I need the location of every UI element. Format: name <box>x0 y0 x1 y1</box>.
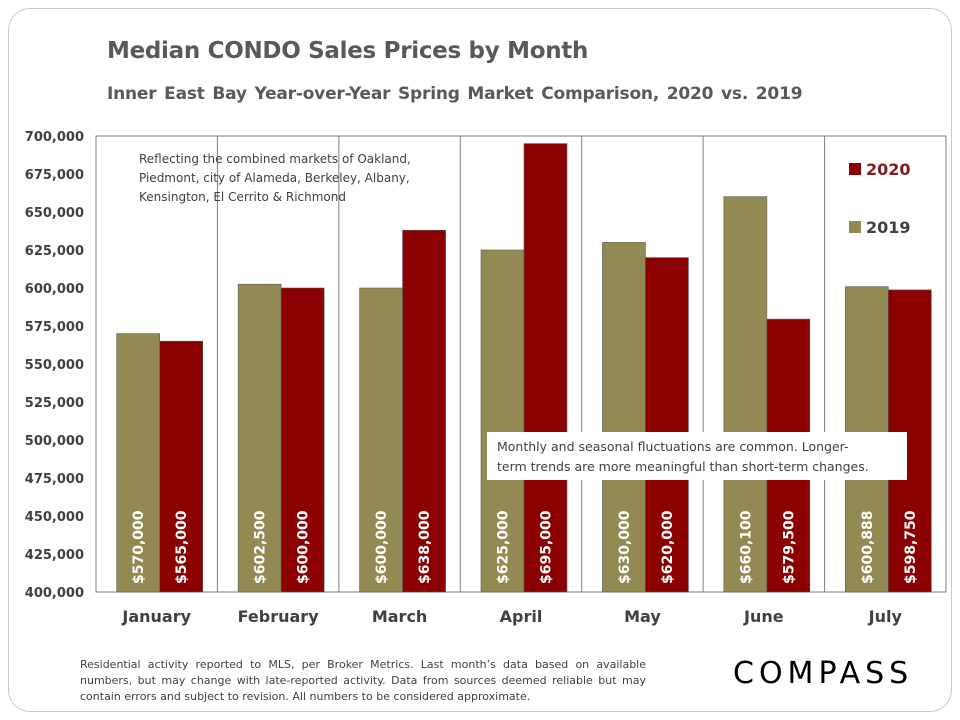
bar-2020-april <box>523 143 568 593</box>
bar-data-label: $565,000 <box>174 510 190 584</box>
x-tick-label: February <box>238 607 320 626</box>
annotation-markets-line: Kensington, El Cerrito & Richmond <box>139 190 346 204</box>
bar-2019-march <box>359 287 403 593</box>
annotation-fluctuations-line: term trends are more meaningful than sho… <box>497 459 869 474</box>
bar-2019-june <box>723 196 768 593</box>
bar-2020-march <box>402 229 446 593</box>
bar-data-label: $630,000 <box>617 510 633 584</box>
legend-label-2020: 2020 <box>866 160 911 179</box>
y-tick-label: 525,000 <box>25 396 84 411</box>
bar-data-label: $600,888 <box>860 510 876 584</box>
x-tick-label: March <box>372 607 427 626</box>
bar-2020-january <box>159 340 204 593</box>
bar-data-label: $579,500 <box>781 510 797 584</box>
bar-2019-may <box>602 242 646 593</box>
bar-data-label: $570,000 <box>131 510 147 584</box>
y-tick-label: 500,000 <box>25 434 84 449</box>
bar-data-label: $625,000 <box>496 510 512 584</box>
y-tick-label: 575,000 <box>25 320 84 335</box>
bar-2020-may <box>645 257 689 593</box>
bar-data-label: $598,750 <box>903 510 919 584</box>
bar-data-label: $602,500 <box>253 510 269 584</box>
bar-data-label: $695,000 <box>539 510 555 584</box>
bar-2019-january <box>116 333 161 593</box>
legend-swatch-2019 <box>849 221 861 233</box>
y-tick-label: 400,000 <box>25 586 84 601</box>
bar-data-label: $600,000 <box>296 510 312 584</box>
y-tick-label: 450,000 <box>25 510 84 525</box>
legend-label-2019: 2019 <box>866 218 911 237</box>
footnote: Residential activity reported to MLS, pe… <box>80 658 646 703</box>
x-tick-label: July <box>868 607 903 626</box>
bar-data-label: $660,100 <box>738 510 754 584</box>
bar-2019-february <box>237 283 282 593</box>
bar-data-label: $620,000 <box>660 510 676 584</box>
annotation-markets-line: Reflecting the combined markets of Oakla… <box>139 152 411 166</box>
chart-title: Median CONDO Sales Prices by Month <box>107 38 589 64</box>
legend-swatch-2020 <box>849 163 861 175</box>
annotation-markets-line: Piedmont, city of Alameda, Berkeley, Alb… <box>139 171 410 185</box>
y-tick-label: 475,000 <box>25 472 84 487</box>
chart-subtitle: Inner East Bay Year-over-Year Spring Mar… <box>107 84 803 104</box>
x-tick-label: January <box>121 607 191 626</box>
x-tick-label: April <box>500 607 543 626</box>
y-tick-label: 625,000 <box>25 244 84 259</box>
y-tick-label: 600,000 <box>25 282 84 297</box>
x-tick-label: May <box>624 607 661 626</box>
annotation-box <box>487 432 907 480</box>
compass-logo: COMPASS <box>733 656 914 691</box>
y-tick-label: 425,000 <box>25 548 84 563</box>
annotation-fluctuations-line: Monthly and seasonal fluctuations are co… <box>497 439 849 454</box>
y-tick-label: 675,000 <box>25 168 84 183</box>
y-tick-label: 700,000 <box>25 130 84 145</box>
x-tick-label: June <box>743 607 784 626</box>
y-tick-label: 550,000 <box>25 358 84 373</box>
bar-2019-april <box>480 249 525 593</box>
bar-data-label: $600,000 <box>374 510 390 584</box>
bar-2020-february <box>280 287 325 593</box>
bar-data-label: $638,000 <box>417 510 433 584</box>
y-tick-label: 650,000 <box>25 206 84 221</box>
